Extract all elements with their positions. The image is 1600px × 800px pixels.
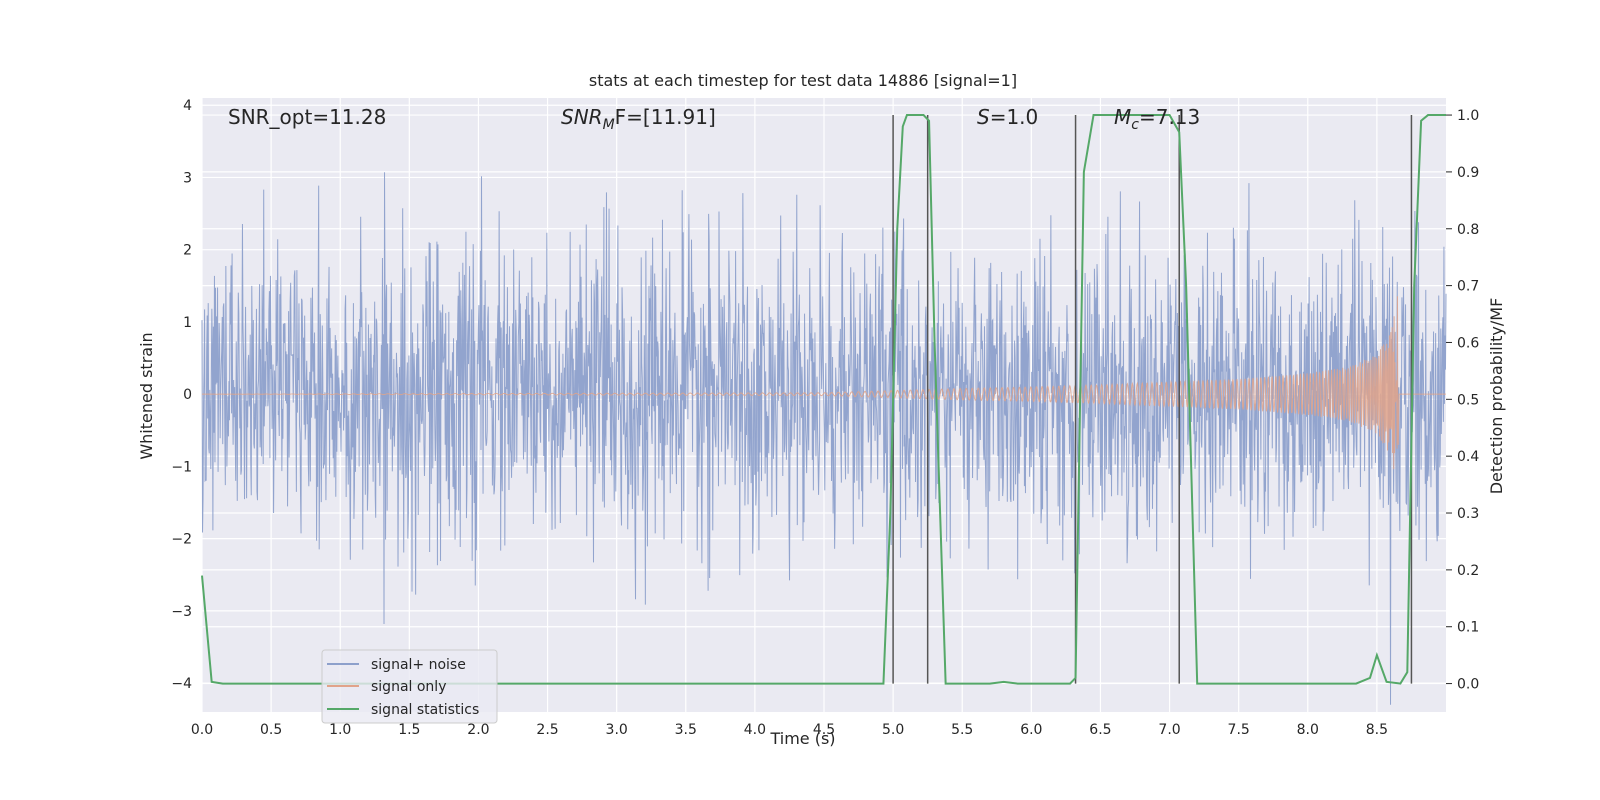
series-line-signal-noise: [201, 172, 1447, 705]
x-tick-label: 0.5: [260, 722, 282, 738]
y2-tick-label: 1.0: [1457, 108, 1479, 124]
y-axis-right-ticks: 0.0 0.1 0.2 0.3 0.4 0.5 0.6 0.7 0.8 0.9 1.0: [1446, 108, 1479, 693]
x-tick-label: 1.0: [329, 722, 351, 738]
y2-tick-label: 0.2: [1457, 563, 1479, 579]
x-axis-ticks: 0.0 0.5 1.0 1.5 2.0 2.5 3.0 3.5 4.0 4.5 5.0 5.5 6.0 6…: [191, 722, 1388, 738]
y2-tick-label: 0.3: [1457, 506, 1479, 522]
x-tick-label: 2.5: [536, 722, 558, 738]
x-tick-label: 0.0: [191, 722, 213, 738]
annotation-mc: Mc=7.13: [1114, 105, 1200, 133]
annotation-snr-mf: SNRMF=[11.91]: [561, 105, 716, 133]
y-tick-label: −2: [171, 532, 192, 548]
y-axis-label: Whitened strain: [137, 332, 156, 459]
annotation-s: S=1.0: [977, 105, 1038, 129]
x-tick-label: 5.5: [951, 722, 973, 738]
x-tick-label: 8.0: [1297, 722, 1319, 738]
y-tick-label: 3: [183, 170, 192, 186]
y2-axis-label: Detection probability/MF: [1487, 298, 1506, 495]
y-tick-label: 0: [183, 387, 192, 403]
x-axis-label: Time (s): [769, 729, 835, 748]
x-tick-label: 6.5: [1089, 722, 1111, 738]
y2-tick-label: 0.9: [1457, 165, 1479, 181]
legend-box: [321, 649, 498, 724]
y-axis-left-ticks: −4 −3 −2 −1 0 1 2 3 4: [171, 98, 192, 692]
y-tick-label: −4: [171, 676, 192, 692]
x-tick-label: 7.0: [1158, 722, 1180, 738]
y-tick-label: −3: [171, 604, 192, 620]
y-tick-label: −1: [171, 459, 192, 475]
x-tick-label: 4.0: [744, 722, 766, 738]
y2-tick-label: 0.5: [1457, 392, 1479, 408]
y2-tick-label: 0.0: [1457, 677, 1479, 693]
y2-tick-label: 0.7: [1457, 279, 1479, 295]
annotation-snr-opt: SNR_opt=11.28: [228, 105, 386, 129]
y2-tick-label: 0.4: [1457, 449, 1479, 465]
series-line-signal-only: [202, 296, 1446, 470]
y2-tick-label: 0.1: [1457, 620, 1479, 636]
x-tick-label: 4.5: [813, 722, 835, 738]
y-tick-label: 1: [183, 315, 192, 331]
x-tick-label: 6.0: [1020, 722, 1042, 738]
series-line-signal-statistics: [201, 114, 1446, 685]
series-signal-statistics: [201, 114, 1446, 685]
y2-tick-label: 0.8: [1457, 222, 1479, 238]
y-tick-label: 2: [183, 243, 192, 259]
x-tick-label: 8.5: [1366, 722, 1388, 738]
legend-label-signal-noise: signal+ noise: [371, 657, 466, 673]
series-signal-noise: [201, 172, 1447, 705]
x-tick-label: 1.5: [398, 722, 420, 738]
x-tick-label: 3.5: [675, 722, 697, 738]
x-tick-label: 2.0: [467, 722, 489, 738]
x-tick-label: 5.0: [882, 722, 904, 738]
chart-title: stats at each timestep for test data 148…: [589, 71, 1017, 90]
series-signal-only: [202, 296, 1446, 470]
legend: signal+ noise signal only signal statist…: [321, 649, 498, 724]
legend-label-signal-only: signal only: [371, 679, 446, 695]
x-tick-label: 7.5: [1228, 722, 1250, 738]
y-tick-label: 4: [183, 98, 192, 114]
x-tick-label: 3.0: [606, 722, 628, 738]
y2-tick-label: 0.6: [1457, 335, 1479, 351]
legend-label-signal-statistics: signal statistics: [371, 702, 479, 718]
